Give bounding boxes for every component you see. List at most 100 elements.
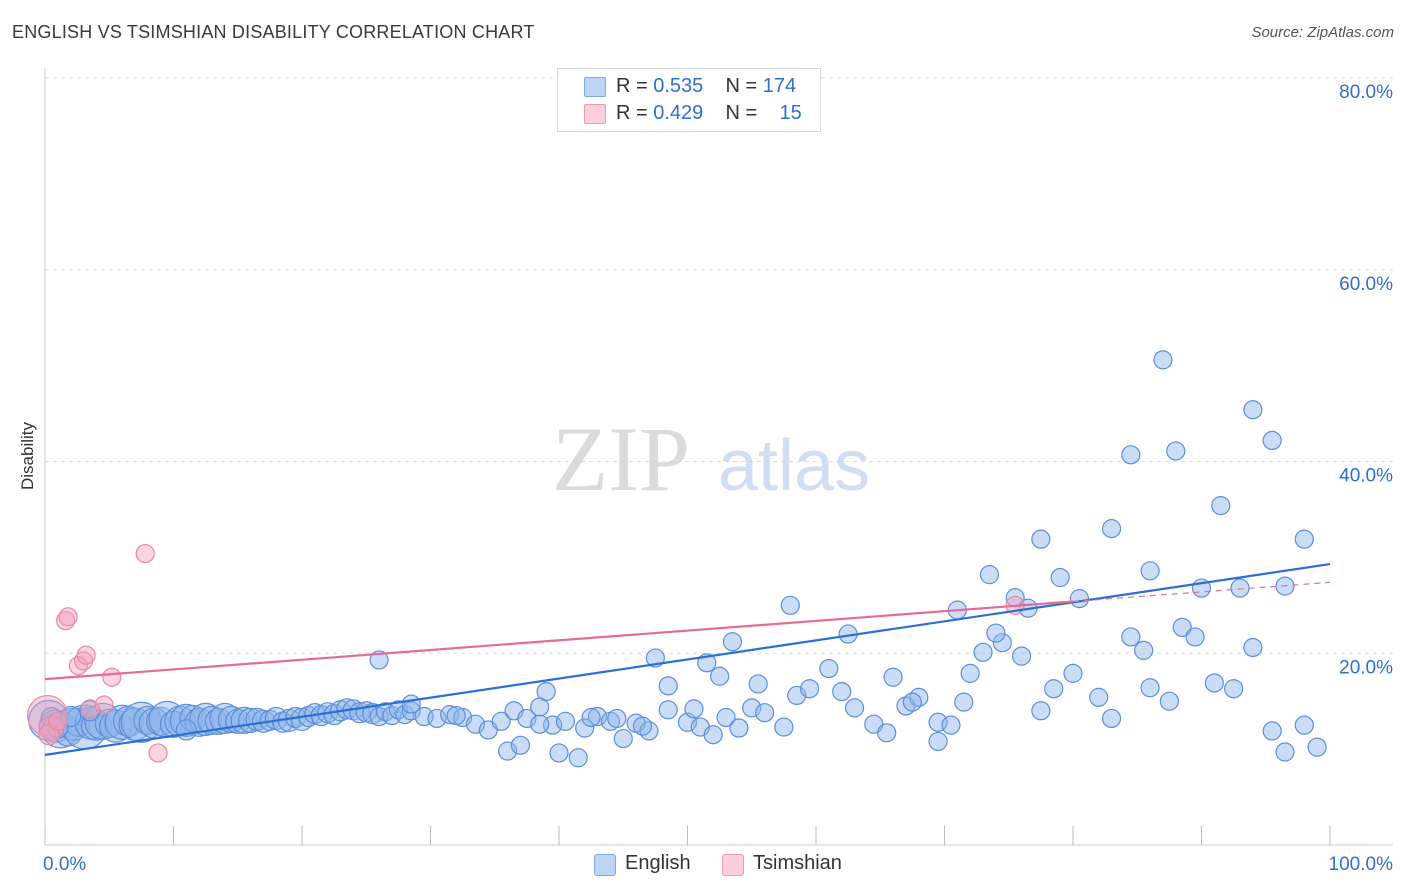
english-point: [1140, 561, 1160, 581]
axes: [44, 68, 1393, 846]
english-point: [1031, 701, 1051, 721]
tsimshian-point: [135, 543, 155, 564]
english-point: [1243, 400, 1263, 420]
english-point: [774, 717, 794, 737]
grid-lines: [45, 77, 1393, 654]
english-point: [1031, 529, 1051, 549]
english-point: [684, 699, 704, 719]
english-point: [607, 708, 627, 729]
english-point: [1050, 567, 1070, 588]
english-point: [1011, 646, 1032, 666]
english-point: [729, 718, 749, 738]
english-point: [1069, 589, 1090, 609]
english-point: [536, 681, 556, 702]
bottom-legend-label-tsimshian: Tsimshian: [753, 852, 842, 874]
english-point: [832, 681, 852, 702]
x-tick-label: 100.0%: [1329, 854, 1394, 875]
tsimshian-point: [76, 645, 96, 665]
y-tick-label: 20.0%: [1339, 657, 1393, 678]
tsimshian-point: [26, 694, 69, 737]
english-point: [1121, 627, 1141, 647]
english-point: [1172, 617, 1192, 637]
english-point: [491, 711, 511, 731]
watermark-atlas: atlas: [718, 426, 870, 506]
english-point: [883, 667, 903, 687]
english-point: [175, 719, 197, 741]
bottom-legend-swatch-english: [594, 854, 616, 876]
correlation-legend: R = 0.535 N = 174 R = 0.429 N = 15: [557, 68, 821, 132]
legend-r-label: R =: [616, 102, 654, 124]
english-point: [1140, 678, 1160, 698]
trend-lines: [44, 562, 1331, 756]
bottom-legend-swatch-tsimshian: [722, 854, 744, 876]
english-point: [549, 743, 569, 763]
english-point: [1185, 627, 1205, 647]
english-point: [1262, 430, 1282, 451]
english-point: [819, 658, 839, 679]
english-point: [272, 711, 294, 733]
english-point: [184, 707, 214, 737]
english-point: [1243, 637, 1263, 658]
english-point: [742, 698, 762, 718]
english-point: [1294, 529, 1314, 549]
english-point: [510, 735, 531, 755]
english-point: [613, 728, 633, 749]
bottom-legend-label-english: English: [625, 852, 691, 874]
english-point: [658, 700, 678, 720]
english-point: [1134, 640, 1154, 660]
english-point: [986, 623, 1006, 643]
legend-r-label: R =: [616, 75, 654, 97]
y-tick-label: 80.0%: [1339, 82, 1393, 103]
english-point: [632, 716, 653, 736]
english-point: [992, 633, 1012, 653]
english-point: [716, 707, 736, 728]
legend-r-value: 0.535: [653, 75, 704, 97]
english-point: [844, 698, 865, 718]
english-point: [1121, 445, 1141, 465]
legend-n-label: N =: [725, 102, 763, 124]
english-point: [1153, 350, 1173, 370]
tsimshian-point: [102, 667, 122, 687]
english-point: [658, 676, 678, 696]
english-point: [799, 679, 820, 699]
english-point: [1063, 663, 1083, 683]
y-tick-label: 40.0%: [1339, 466, 1393, 487]
english-point: [401, 694, 421, 714]
english-point: [754, 703, 775, 723]
english-point: [427, 708, 447, 729]
tsimshian-point: [80, 699, 100, 719]
x-tick-label: 0.0%: [43, 854, 86, 875]
data-points: [26, 350, 1327, 768]
english-point: [1204, 673, 1224, 693]
english-point: [1275, 742, 1295, 762]
english-point: [780, 595, 800, 615]
legend-n-value: 15: [779, 102, 802, 124]
english-point: [877, 723, 897, 743]
english-point: [1230, 578, 1250, 598]
legend-swatch-english: [584, 77, 606, 97]
english-point: [1224, 679, 1244, 699]
english-point: [60, 705, 82, 728]
english-point: [1166, 441, 1186, 461]
english-point: [710, 666, 730, 686]
english-point: [1159, 691, 1179, 711]
english-point: [941, 715, 961, 735]
english-point: [954, 692, 974, 712]
english-point: [1262, 721, 1282, 741]
english-point: [1294, 715, 1314, 735]
english-point: [1307, 737, 1327, 757]
english-point: [1044, 679, 1064, 699]
english-point: [902, 692, 922, 712]
english-point: [530, 714, 550, 734]
english-point: [446, 705, 466, 726]
english-point: [369, 650, 389, 670]
english-point: [238, 707, 264, 733]
tick-labels: 20.0% 40.0% 60.0% 80.0% 0.0% 100.0%: [43, 82, 1393, 875]
english-trend-line: [44, 562, 1331, 756]
english-point: [575, 718, 595, 738]
tsimshian-trend-extension: [1072, 581, 1331, 603]
english-point: [118, 707, 152, 741]
watermark-zip: ZIP: [552, 408, 690, 510]
english-point: [99, 709, 133, 743]
